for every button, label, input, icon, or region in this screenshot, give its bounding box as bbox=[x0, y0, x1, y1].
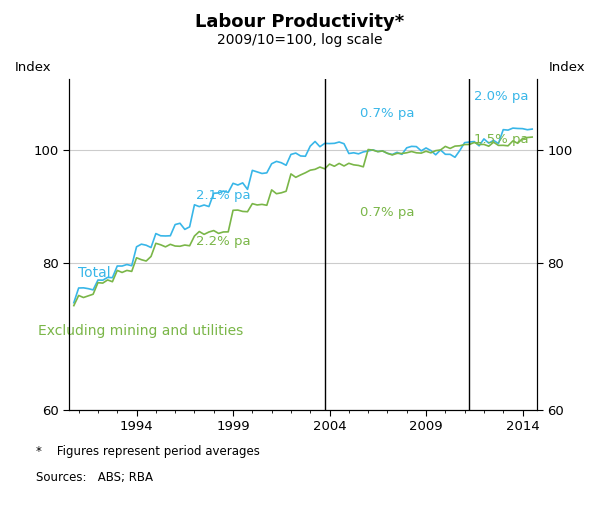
Text: 2009/10=100, log scale: 2009/10=100, log scale bbox=[217, 33, 383, 47]
Text: 2.2% pa: 2.2% pa bbox=[196, 235, 251, 248]
Text: 0.7% pa: 0.7% pa bbox=[360, 107, 415, 120]
Text: Excluding mining and utilities: Excluding mining and utilities bbox=[38, 324, 243, 338]
Text: 0.7% pa: 0.7% pa bbox=[360, 206, 415, 218]
Text: 1.5% pa: 1.5% pa bbox=[474, 133, 529, 147]
Text: 2.0% pa: 2.0% pa bbox=[474, 91, 529, 103]
Text: *    Figures represent period averages: * Figures represent period averages bbox=[36, 445, 260, 459]
Text: 2.1% pa: 2.1% pa bbox=[196, 189, 251, 202]
Text: Total: Total bbox=[78, 266, 110, 280]
Text: Labour Productivity*: Labour Productivity* bbox=[196, 13, 404, 31]
Text: Index: Index bbox=[15, 61, 52, 74]
Text: Sources:   ABS; RBA: Sources: ABS; RBA bbox=[36, 471, 153, 484]
Text: Index: Index bbox=[548, 61, 585, 74]
